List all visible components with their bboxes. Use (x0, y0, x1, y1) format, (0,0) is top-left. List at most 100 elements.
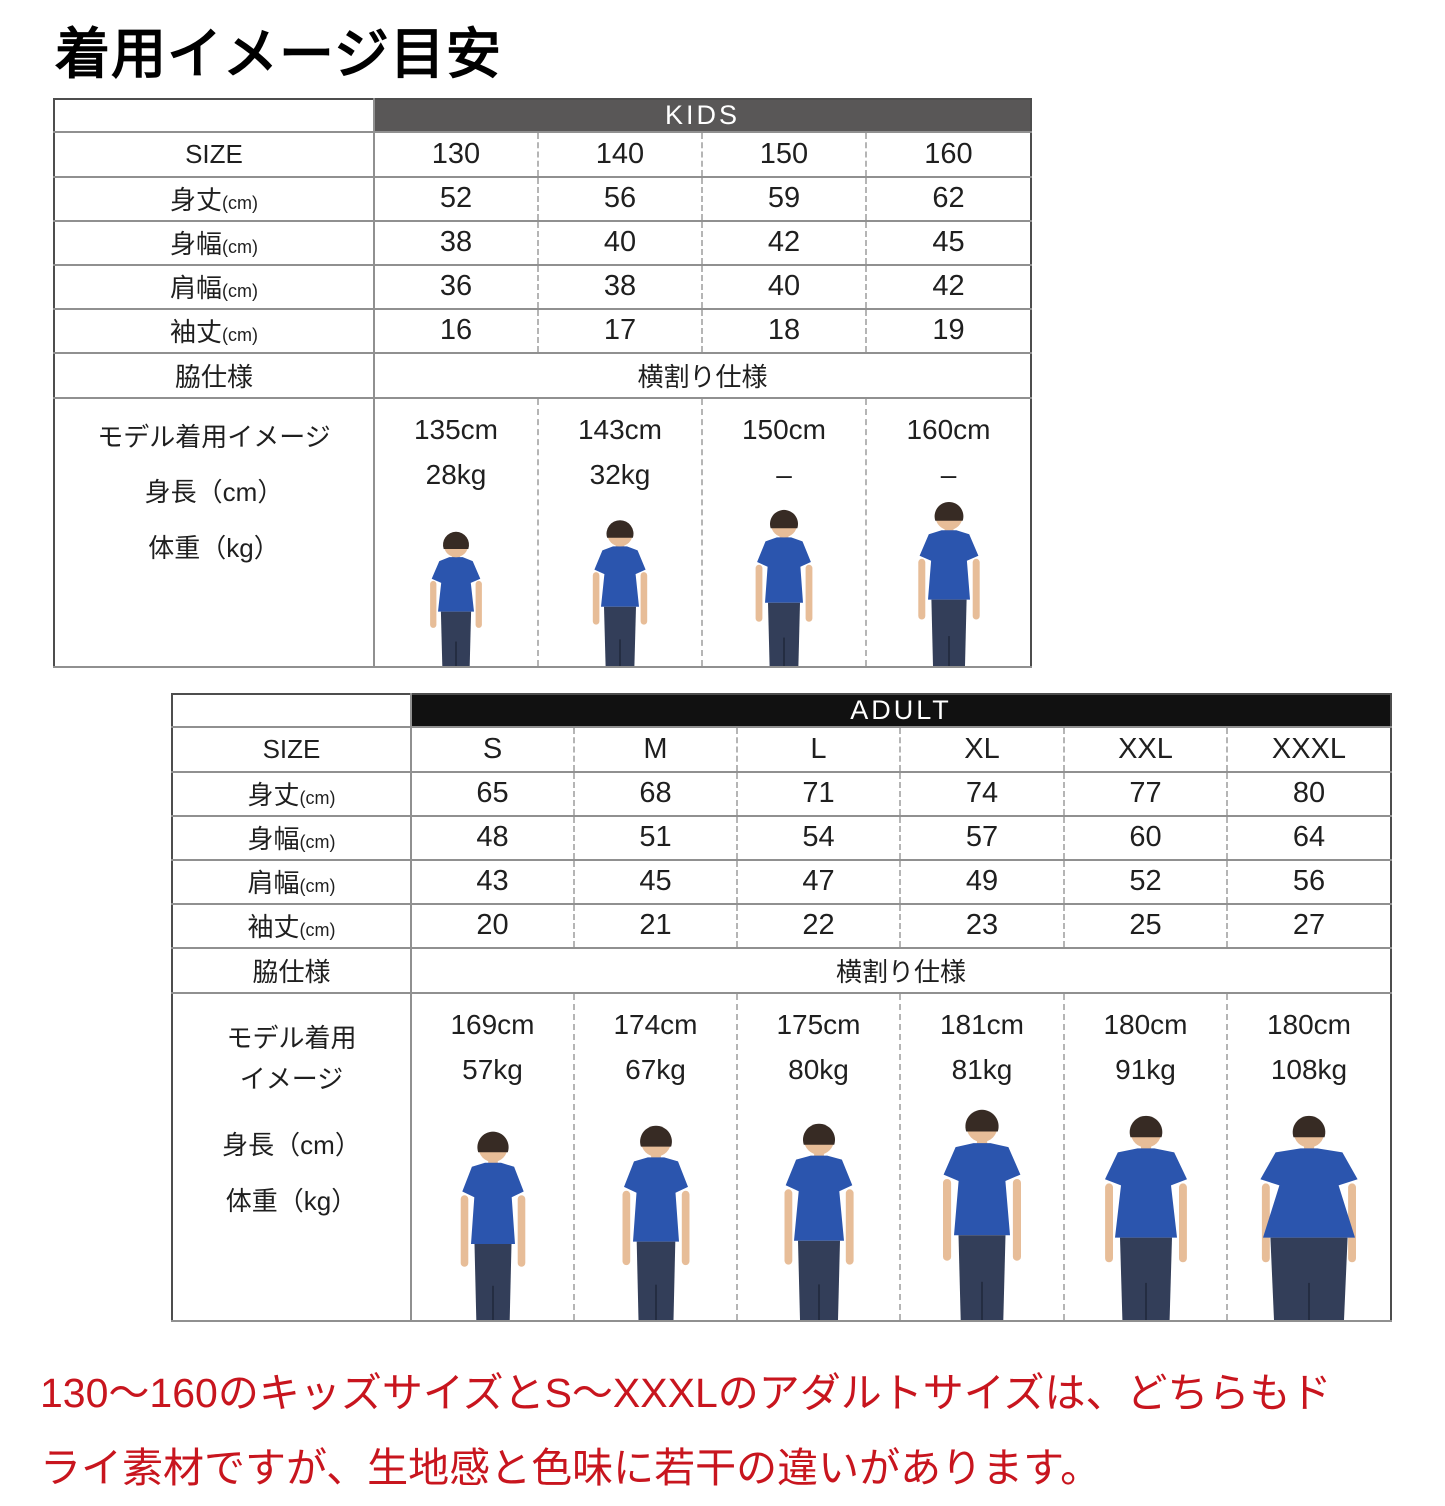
size-row-label: SIZE (172, 726, 412, 772)
measure-label-text: 身丈 (247, 780, 300, 810)
size-cell: 130 (431, 137, 481, 170)
measure-value-cell: 48 (476, 821, 509, 853)
measure-value-cell: 25 (1063, 903, 1227, 948)
measure-label-text: 肩幅 (247, 868, 300, 898)
measure-value-cell: 56 (537, 176, 702, 221)
measure-value-cell: 27 (1226, 903, 1391, 948)
measure-value-cell: 62 (865, 176, 1031, 221)
measure-label-unit: (cm) (222, 237, 258, 257)
model-label-line: 身長（cm） (222, 1129, 361, 1160)
model-weight: 57kg (462, 1053, 523, 1085)
measure-label-unit: (cm) (299, 920, 336, 940)
model-height: 150cm (741, 413, 827, 445)
model-row-label: モデル着用イメージ身長（cm） 体重（kg） (172, 992, 412, 1321)
side-spec-label: 脇仕様 (172, 947, 412, 993)
measure-label-text: 身丈 (170, 185, 223, 215)
model-photo (581, 1124, 731, 1320)
page-title: 着用イメージ目安 (55, 23, 502, 85)
measure-value-cell: 57 (899, 815, 1064, 860)
measure-value-cell: 21 (573, 903, 737, 948)
model-caption: 175cm 80kg (738, 994, 899, 1092)
model-height: 135cm (413, 413, 499, 445)
measure-label-text: 肩幅 (170, 273, 223, 303)
model-caption: 143cm 32kg (539, 399, 701, 497)
model-caption: 150cm – (703, 399, 865, 497)
model-photo (381, 530, 531, 666)
model-weight: 108kg (1270, 1053, 1348, 1085)
model-cell: 175cm 80kg (736, 992, 900, 1321)
measure-value-cell: 42 (865, 264, 1031, 309)
size-cell: M (573, 726, 737, 772)
model-photo (744, 1122, 894, 1320)
model-weight: 32kg (589, 458, 651, 490)
measure-value-cell: 17 (537, 308, 702, 353)
measure-label-text: 袖丈 (247, 912, 300, 942)
model-cell: 169cm 57kg (411, 993, 574, 1321)
model-weight: – (776, 458, 792, 490)
measure-label-text: 身幅 (170, 229, 223, 259)
measure-value-cell: 47 (736, 859, 900, 904)
measure-label-unit: (cm) (222, 193, 258, 213)
measure-row-label: 身丈(cm) (54, 176, 375, 221)
measure-value-cell: 74 (899, 771, 1064, 816)
measure-value-cell: 45 (573, 859, 737, 904)
model-cell: 174cm 67kg (573, 992, 737, 1321)
measure-value-cell: 52 (439, 182, 473, 214)
side-spec-label: 脇仕様 (54, 352, 375, 398)
measure-value-cell: 56 (1226, 859, 1391, 904)
model-cell: 150cm – (701, 397, 866, 667)
size-guide-page: 着用イメージ目安 KIDS SIZE 130 140 150 160 身丈(cm) 52 56 5… (0, 24, 1445, 1506)
model-weight: 81kg (951, 1053, 1013, 1085)
model-photo (1234, 1114, 1384, 1320)
measure-value-cell: 42 (701, 220, 866, 265)
model-cell: 180cm 108kg (1226, 992, 1391, 1321)
model-caption: 160cm – (867, 399, 1030, 497)
measure-row-label: 身幅(cm) (172, 815, 412, 860)
measure-value-cell: 20 (476, 909, 509, 941)
model-cell: 135cm 28kg (374, 398, 538, 667)
model-caption: 169cm 57kg (412, 994, 573, 1092)
measure-value-cell: 64 (1226, 815, 1391, 860)
fabric-note: 130〜160のキッズサイズとS〜XXXLのアダルトサイズは、どちらもド ライ素… (40, 1356, 1445, 1506)
measure-value-cell: 40 (537, 220, 702, 265)
model-label-line: モデル着用 (226, 1022, 357, 1053)
model-label-line: 体重（kg） (225, 1185, 358, 1216)
model-height: 175cm (776, 1008, 861, 1040)
measure-value-cell: 49 (899, 859, 1064, 904)
measure-label-unit: (cm) (222, 281, 258, 301)
size-cell: 160 (865, 131, 1031, 177)
adult-table-wrap: ADULT SIZE S M L XL XXL XXXL 身丈(cm) 65 68 71 74 77 80 身… (171, 692, 1445, 1322)
adult-group-header: ADULT (411, 693, 1391, 727)
model-weight: 80kg (788, 1053, 849, 1085)
measure-value-cell: 16 (439, 314, 473, 346)
measure-row-label: 袖丈(cm) (54, 308, 375, 353)
measure-value-cell: 54 (736, 815, 900, 860)
group-header-blank-cell (54, 98, 375, 132)
kids-group-header: KIDS (374, 98, 1031, 132)
measure-row-label: 袖丈(cm) (172, 903, 412, 948)
measure-value-cell: 45 (865, 220, 1031, 265)
model-photo (418, 1130, 568, 1320)
side-spec-value: 横割り仕様 (637, 361, 768, 392)
model-row-label: モデル着用イメージ身長（cm） 体重（kg） (54, 397, 375, 667)
size-cell: S (482, 732, 503, 765)
model-label-line: イメージ (239, 1064, 344, 1095)
model-photo (545, 518, 695, 666)
measure-row-label: 身丈(cm) (172, 771, 412, 816)
model-weight: – (940, 458, 957, 490)
measure-row-label: 肩幅(cm) (54, 264, 375, 309)
measure-value-cell: 71 (736, 771, 900, 816)
side-spec-value: 横割り仕様 (835, 956, 966, 987)
model-weight: 91kg (1115, 1053, 1176, 1085)
measure-row-label: 肩幅(cm) (172, 859, 412, 904)
measure-value-cell: 36 (439, 270, 473, 302)
note-line-1: 130〜160のキッズサイズとS〜XXXLのアダルトサイズは、どちらもド (40, 1369, 1332, 1416)
model-caption: 181cm 81kg (901, 994, 1063, 1092)
measure-value-cell: 40 (701, 264, 866, 309)
measure-label-text: 袖丈 (170, 317, 223, 347)
measure-value-cell: 59 (701, 176, 866, 221)
model-height: 169cm (450, 1008, 535, 1040)
model-height: 160cm (906, 413, 991, 445)
model-photo (907, 1108, 1057, 1320)
model-caption: 174cm 67kg (575, 994, 736, 1092)
